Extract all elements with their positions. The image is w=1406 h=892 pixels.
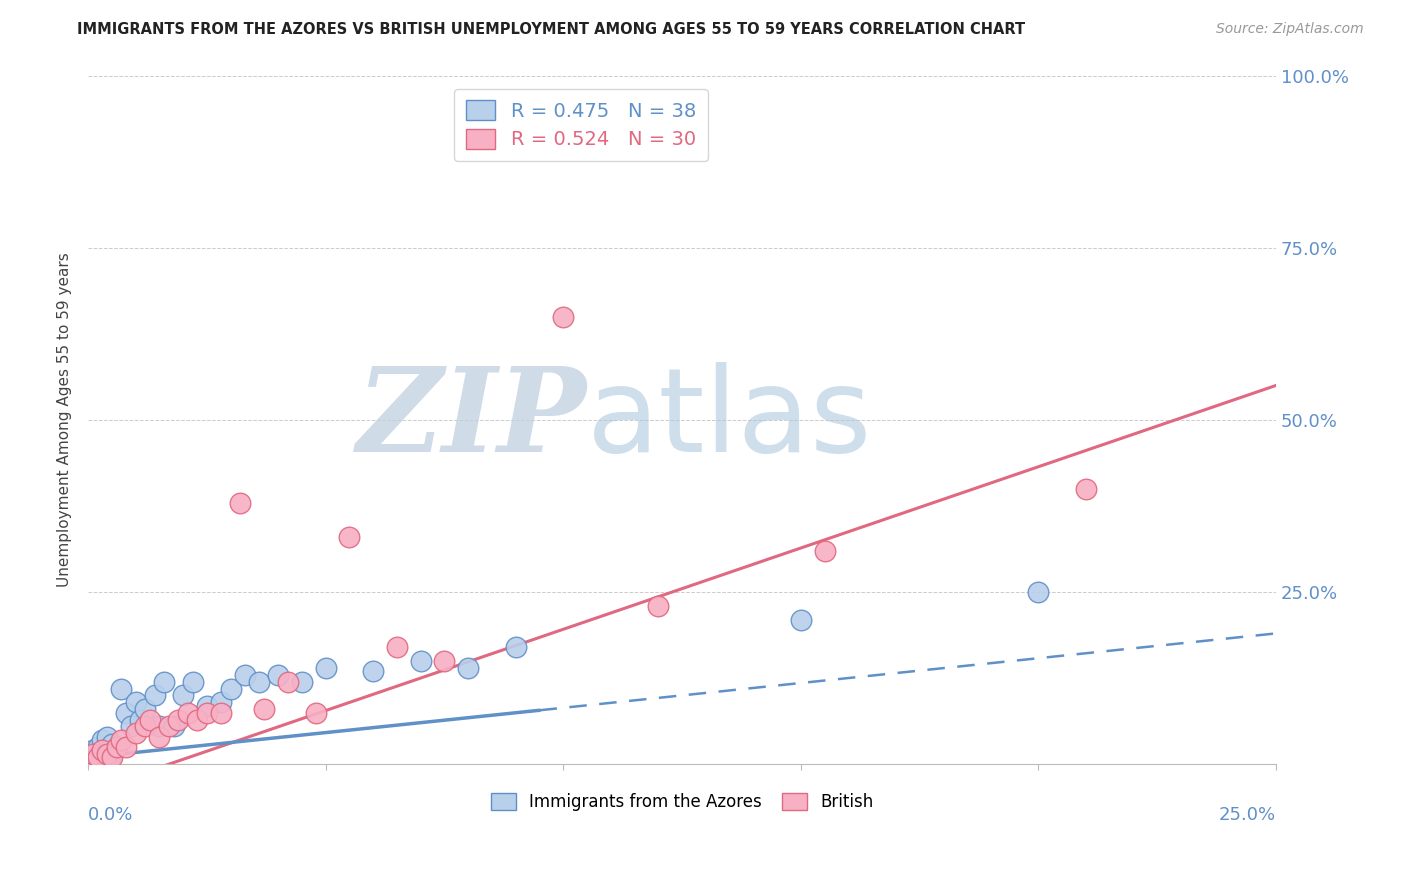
Point xyxy=(409,654,432,668)
Point xyxy=(553,310,575,324)
Point xyxy=(186,713,208,727)
Point xyxy=(143,689,166,703)
Point xyxy=(96,730,118,744)
Point xyxy=(457,661,479,675)
Point xyxy=(385,640,408,655)
Point xyxy=(267,667,290,681)
Point xyxy=(96,750,118,764)
Point xyxy=(105,740,128,755)
Point xyxy=(253,702,276,716)
Point xyxy=(82,754,104,768)
Point xyxy=(195,706,218,720)
Point xyxy=(219,681,242,696)
Point xyxy=(315,661,337,675)
Point xyxy=(172,689,194,703)
Point xyxy=(115,740,138,755)
Point xyxy=(124,726,146,740)
Text: Source: ZipAtlas.com: Source: ZipAtlas.com xyxy=(1216,22,1364,37)
Text: 25.0%: 25.0% xyxy=(1219,805,1277,823)
Point xyxy=(82,754,104,768)
Point xyxy=(96,747,118,761)
Point xyxy=(129,713,152,727)
Point xyxy=(82,743,104,757)
Point xyxy=(167,713,190,727)
Text: 0.0%: 0.0% xyxy=(89,805,134,823)
Point xyxy=(86,747,108,761)
Point xyxy=(790,613,813,627)
Point xyxy=(177,706,200,720)
Text: IMMIGRANTS FROM THE AZORES VS BRITISH UNEMPLOYMENT AMONG AGES 55 TO 59 YEARS COR: IMMIGRANTS FROM THE AZORES VS BRITISH UN… xyxy=(77,22,1025,37)
Point xyxy=(505,640,527,655)
Point xyxy=(209,706,232,720)
Point xyxy=(209,695,232,709)
Point xyxy=(361,665,384,679)
Point xyxy=(1074,482,1097,496)
Point xyxy=(148,730,170,744)
Point xyxy=(105,740,128,755)
Point xyxy=(195,698,218,713)
Point xyxy=(134,719,156,733)
Point xyxy=(157,719,180,733)
Point xyxy=(433,654,456,668)
Point xyxy=(91,743,114,757)
Point xyxy=(115,706,138,720)
Point xyxy=(277,674,299,689)
Point xyxy=(86,750,108,764)
Point xyxy=(101,750,124,764)
Point xyxy=(305,706,328,720)
Point xyxy=(91,733,114,747)
Legend: Immigrants from the Azores, British: Immigrants from the Azores, British xyxy=(484,787,880,818)
Y-axis label: Unemployment Among Ages 55 to 59 years: Unemployment Among Ages 55 to 59 years xyxy=(58,252,72,587)
Point xyxy=(101,747,124,761)
Point xyxy=(647,599,669,613)
Point xyxy=(163,719,186,733)
Text: atlas: atlas xyxy=(588,362,872,477)
Point xyxy=(247,674,270,689)
Point xyxy=(339,530,361,544)
Point xyxy=(229,495,252,509)
Point xyxy=(82,750,104,764)
Point xyxy=(1028,585,1050,599)
Point xyxy=(233,667,256,681)
Point xyxy=(148,719,170,733)
Point xyxy=(124,695,146,709)
Point xyxy=(181,674,204,689)
Point xyxy=(82,747,104,761)
Point xyxy=(91,743,114,757)
Point xyxy=(110,681,132,696)
Point xyxy=(134,702,156,716)
Point xyxy=(86,740,108,755)
Point xyxy=(291,674,314,689)
Point xyxy=(120,719,142,733)
Point xyxy=(813,543,835,558)
Point xyxy=(110,733,132,747)
Text: ZIP: ZIP xyxy=(357,362,588,477)
Point xyxy=(139,713,162,727)
Point xyxy=(101,737,124,751)
Point xyxy=(153,674,176,689)
